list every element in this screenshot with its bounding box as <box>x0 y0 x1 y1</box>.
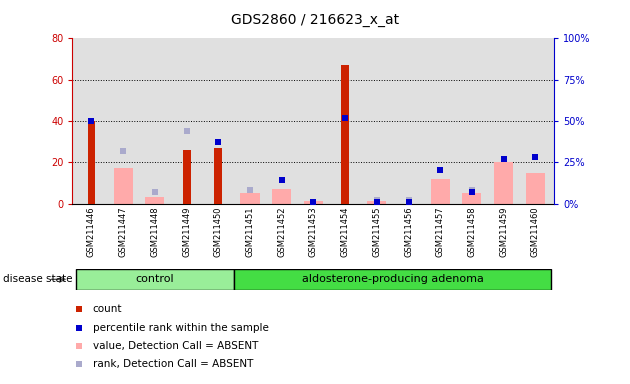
Bar <box>462 193 481 204</box>
Bar <box>76 269 234 290</box>
Bar <box>494 162 513 204</box>
Bar <box>341 65 349 204</box>
Bar <box>234 269 551 290</box>
Bar <box>304 202 323 204</box>
Bar <box>241 193 260 204</box>
Text: GDS2860 / 216623_x_at: GDS2860 / 216623_x_at <box>231 13 399 27</box>
Text: control: control <box>135 274 175 285</box>
Text: rank, Detection Call = ABSENT: rank, Detection Call = ABSENT <box>93 359 253 369</box>
Bar <box>526 172 545 204</box>
Text: disease state: disease state <box>3 274 72 285</box>
Text: value, Detection Call = ABSENT: value, Detection Call = ABSENT <box>93 341 258 351</box>
Bar <box>146 197 164 204</box>
Text: percentile rank within the sample: percentile rank within the sample <box>93 323 268 333</box>
Bar <box>88 121 95 204</box>
Bar <box>367 202 386 204</box>
Bar <box>113 169 133 204</box>
Bar <box>214 148 222 204</box>
Bar <box>431 179 450 204</box>
Text: aldosterone-producing adenoma: aldosterone-producing adenoma <box>302 274 484 285</box>
Bar <box>183 150 190 204</box>
Bar <box>272 189 291 204</box>
Text: count: count <box>93 304 122 314</box>
